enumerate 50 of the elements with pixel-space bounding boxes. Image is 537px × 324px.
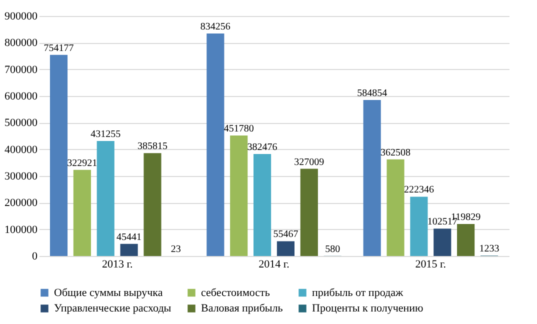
x-tick-label: 2014 г.: [258, 258, 290, 270]
legend-label: прибыль от продаж: [312, 286, 404, 299]
y-tick-label: 900000: [4, 10, 38, 22]
data-label: 362508: [380, 147, 411, 158]
bar: [386, 159, 404, 256]
y-tick-label: 400000: [4, 144, 38, 156]
legend-label: Валовая прибыль: [201, 302, 283, 314]
y-tick-label: 800000: [4, 37, 38, 50]
bar: [230, 136, 248, 256]
y-tick-label: 100000: [4, 224, 38, 236]
data-label: 382476: [247, 142, 278, 154]
x-tick-label: 2013 г.: [102, 258, 133, 270]
legend-label: Управленческие расходы: [54, 302, 172, 314]
data-label: 45441: [116, 232, 142, 243]
y-tick-label: 300000: [4, 170, 38, 182]
bar: [457, 224, 475, 256]
bar: [410, 196, 428, 256]
bar: [144, 153, 162, 256]
data-label: 322921: [67, 158, 98, 169]
legend-label: себестоимость: [201, 286, 270, 299]
bar: [50, 54, 68, 256]
y-tick-label: 600000: [4, 90, 38, 102]
bar: [73, 170, 91, 256]
y-tick-label: 700000: [4, 64, 38, 76]
bar: [363, 100, 381, 256]
legend-label: Общие суммы выручка: [54, 286, 163, 299]
y-tick-label: 200000: [4, 197, 38, 210]
data-label: 385815: [137, 141, 168, 152]
data-label: 584854: [357, 88, 388, 100]
y-tick-label: 0: [32, 250, 38, 262]
bar: [120, 244, 138, 256]
data-label: 431255: [90, 129, 121, 140]
bar: [206, 34, 224, 256]
x-tick-label: 2015 г.: [415, 258, 446, 270]
data-label: 23: [170, 244, 181, 255]
bar: [96, 141, 114, 256]
data-label: 451780: [224, 124, 254, 135]
data-label: 1233: [479, 244, 500, 255]
data-label: 834256: [200, 22, 230, 33]
data-label: 222346: [404, 184, 434, 196]
data-label: 327009: [294, 156, 324, 168]
legend-label: Проценты к получению: [312, 302, 424, 314]
data-label: 754177: [44, 42, 74, 54]
bar: [253, 154, 272, 256]
data-label: 55467: [273, 229, 298, 240]
y-tick-label: 500000: [4, 117, 38, 130]
bar: [434, 228, 452, 256]
bar: [276, 241, 295, 256]
data-label: 580: [325, 244, 340, 255]
bar: [300, 168, 318, 256]
